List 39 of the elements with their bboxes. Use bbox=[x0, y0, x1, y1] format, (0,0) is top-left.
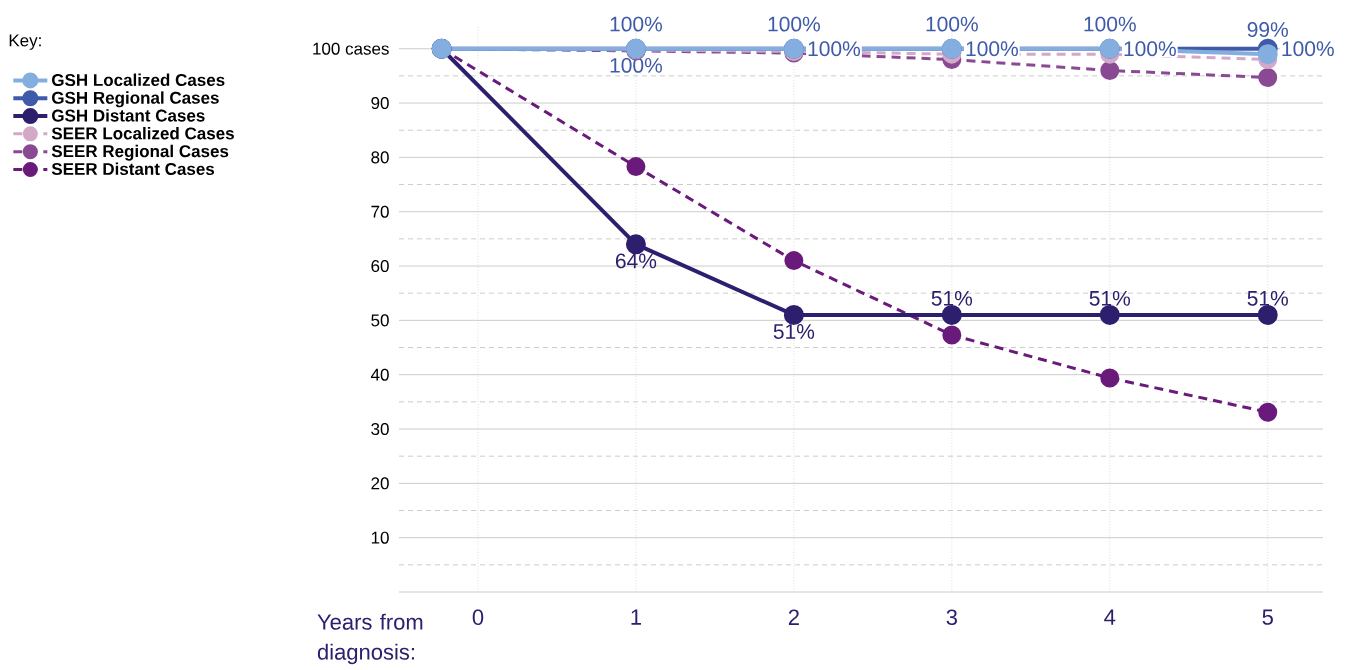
x-tick-label: 5 bbox=[1262, 609, 1273, 625]
y-tick-label: 20 bbox=[371, 477, 389, 490]
data-label: 100% bbox=[1124, 41, 1176, 57]
x-tick-label: 1 bbox=[631, 609, 641, 625]
y-tick-label: 60 bbox=[371, 260, 389, 273]
y-tick-label: 30 bbox=[371, 422, 389, 436]
x-axis-title: Years from diagnosis: bbox=[317, 613, 423, 665]
data-label: 100% bbox=[1084, 16, 1136, 32]
y-tick-label: 70 bbox=[371, 205, 389, 218]
data-label: 100% bbox=[1282, 41, 1334, 57]
data-label: 100% bbox=[966, 41, 1018, 57]
legend-label: GSH Regional Cases bbox=[52, 91, 219, 108]
y-tick-label: 40 bbox=[370, 368, 389, 381]
data-label: 100% bbox=[926, 16, 978, 32]
data-label: 100% bbox=[808, 41, 861, 57]
data-label: 100% bbox=[768, 16, 820, 32]
legend-label: GSH Distant Cases bbox=[52, 109, 205, 122]
data-label: 51% bbox=[1247, 290, 1288, 306]
data-label: 51% bbox=[931, 290, 973, 306]
data-label: 100% bbox=[610, 16, 663, 32]
legend-label: SEER Regional Cases bbox=[51, 144, 229, 161]
y-tick-label: 80 bbox=[371, 151, 389, 164]
data-label: 51% bbox=[1089, 290, 1131, 306]
x-tick-label: 2 bbox=[788, 609, 799, 625]
y-tick-label: 10 bbox=[371, 531, 389, 544]
x-tick-label: 0 bbox=[472, 609, 484, 626]
data-label: 64% bbox=[615, 253, 657, 269]
x-tick-label: 3 bbox=[946, 609, 957, 626]
legend-label: SEER Localized Cases bbox=[51, 126, 234, 140]
x-tick-label: 4 bbox=[1104, 609, 1116, 625]
y-tick-label: 90 bbox=[371, 97, 389, 110]
legend-label: SEER Distant Cases bbox=[51, 162, 215, 176]
legend-title: Key: bbox=[9, 34, 41, 50]
data-label: 51% bbox=[773, 324, 815, 339]
y-tick-label: 100 cases bbox=[313, 42, 389, 55]
data-label: 100% bbox=[610, 57, 663, 73]
legend-label: GSH Localized Cases bbox=[52, 73, 225, 87]
data-label: 99% bbox=[1247, 22, 1288, 37]
y-tick-label: 50 bbox=[371, 314, 389, 327]
